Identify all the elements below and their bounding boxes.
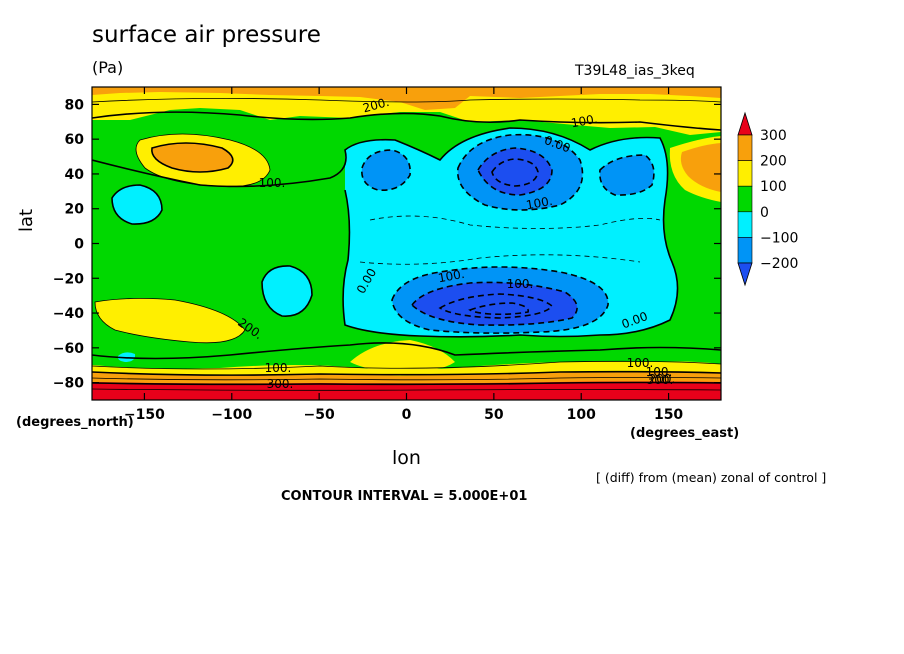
contour-interval-note: CONTOUR INTERVAL = 5.000E+01	[281, 489, 528, 504]
contour-line	[456, 133, 584, 211]
x-tick-label: −100	[211, 407, 252, 423]
fill-patch-south-yellow-west	[95, 298, 245, 343]
contour-label: 100.	[507, 277, 534, 291]
contour-line	[261, 265, 313, 317]
contour-label: 200.	[361, 95, 390, 115]
contour-line	[369, 215, 661, 229]
contour-line	[468, 302, 529, 316]
axis-ticks: −150 −100 −50 0 50 100 150 80 60 40 20 0 −20 −40 −60 −8…	[53, 87, 721, 423]
contour-line	[92, 98, 721, 103]
contour-line	[491, 158, 539, 187]
fill-patch-green-island	[245, 122, 279, 137]
colorbar: 300 200 100 0 −100 −200	[737, 111, 798, 287]
run-label: T39L48_ias_3keq	[575, 63, 695, 79]
contour-line	[92, 127, 679, 338]
colorbar-swatch	[737, 211, 753, 238]
colorbar-swatch	[737, 160, 753, 187]
y-tick-label: 0	[74, 237, 84, 253]
contour-line	[111, 184, 163, 225]
y-tick-label: 80	[65, 97, 85, 113]
contour-label: 100.	[259, 176, 286, 190]
x-tick-label: −150	[124, 407, 165, 423]
contour-line	[94, 298, 246, 344]
x-axis-units: (degrees_east)	[630, 426, 740, 441]
colorbar-label: −100	[760, 230, 798, 246]
fill-patch-neg-north-d	[599, 155, 654, 196]
contour-line	[391, 266, 609, 334]
contour-label: 100.	[437, 267, 466, 285]
fill-patch-cyan-west-north	[112, 185, 162, 225]
colorbar-label: 0	[760, 205, 769, 221]
contour-line	[92, 111, 721, 131]
contour-label: 100.	[627, 356, 654, 370]
contour-line	[92, 370, 721, 376]
fill-patch-neg-north-a	[361, 150, 411, 191]
contour-line	[477, 147, 553, 196]
contour-line	[438, 293, 554, 319]
colorbar-label: −200	[760, 256, 798, 272]
fill-patch-cyan-west-south	[262, 265, 312, 317]
y-tick-label: 20	[65, 202, 85, 218]
contour-label: 100.	[570, 112, 599, 130]
contour-line	[361, 149, 411, 192]
contour-line	[135, 133, 271, 187]
y-tick-label: −40	[53, 306, 84, 322]
contour-label: 300.	[267, 377, 294, 391]
contour-line	[92, 342, 721, 360]
contour-lines	[92, 98, 721, 391]
y-axis-units: (degrees_north)	[16, 415, 134, 430]
subtitle-note: [ (diff) from (mean) zonal of control ]	[596, 470, 827, 485]
colorbar-top-arrow	[737, 111, 753, 136]
colorbar-swatch	[737, 185, 753, 213]
contour-line	[92, 381, 721, 386]
x-tick-label: −50	[304, 407, 335, 423]
x-axis-label: lon	[392, 447, 421, 469]
colorbar-label: 100	[760, 179, 787, 195]
x-tick-label: 50	[484, 407, 504, 423]
colorbar-label: 200	[760, 154, 787, 170]
fill-band-south-red	[92, 381, 721, 400]
contour-line	[92, 388, 721, 391]
fill-patch-neg-north-c	[478, 148, 552, 195]
contour-label: 100.	[646, 365, 673, 379]
x-tick-label: 150	[654, 407, 683, 423]
contour-label: 100.	[265, 361, 292, 375]
fill-patch-north-orange-west	[151, 143, 233, 172]
contour-line	[92, 360, 721, 370]
fill-band-north-orange	[92, 87, 721, 110]
y-tick-label: −60	[53, 341, 84, 357]
units-label: (Pa)	[92, 58, 124, 77]
colorbar-swatch	[737, 134, 753, 161]
y-tick-label: −80	[53, 376, 84, 392]
fill-patch-north-orange-east	[680, 143, 721, 192]
x-tick-label: 0	[402, 407, 412, 423]
x-tick-label: 100	[567, 407, 596, 423]
contour-line	[410, 281, 578, 326]
contour-line	[151, 142, 234, 173]
y-tick-label: −20	[53, 271, 84, 287]
y-tick-label: 40	[65, 167, 85, 183]
contour-label: 100.	[525, 194, 554, 212]
contour-line	[92, 377, 721, 381]
contour-line	[598, 154, 655, 196]
colorbar-swatch	[737, 237, 753, 264]
y-tick-label: 60	[65, 132, 85, 148]
colorbar-label: 300	[760, 128, 787, 144]
colorbar-bottom-arrow	[737, 262, 753, 287]
contour-line	[359, 254, 641, 265]
contour-label: 200.	[649, 372, 676, 386]
contour-label: 300.	[647, 373, 674, 387]
chart-title: surface air pressure	[92, 22, 321, 48]
